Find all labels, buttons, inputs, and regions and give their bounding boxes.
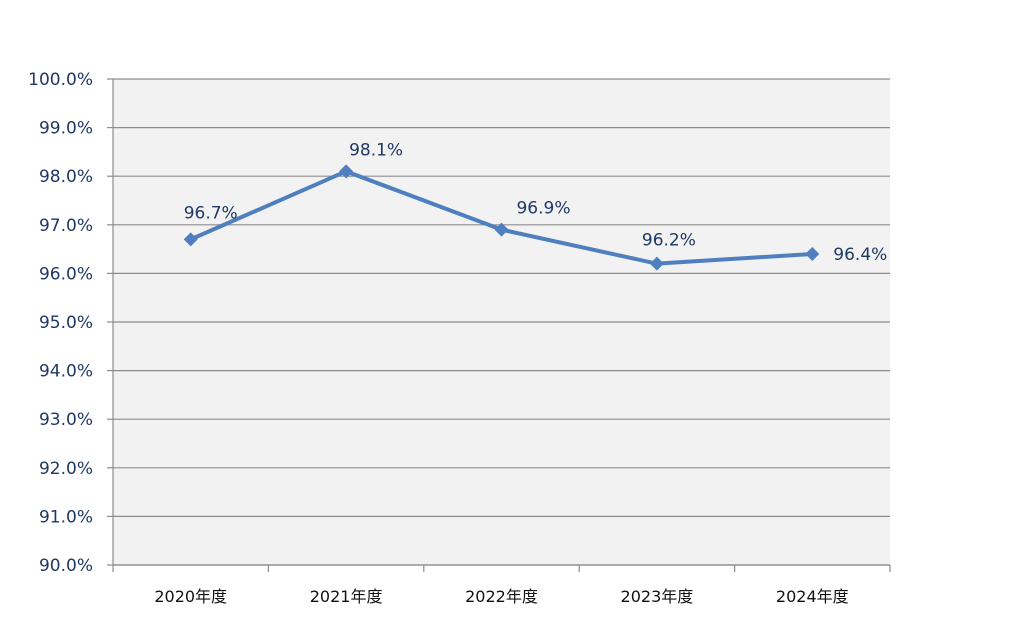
data-point-marker: [183, 232, 198, 247]
y-axis-tick-label: 93.0%: [39, 410, 93, 430]
y-axis-tick-label: 100.0%: [28, 70, 93, 90]
y-axis-tick-label: 96.0%: [39, 264, 93, 284]
x-axis-tick-label: 2024年度: [776, 587, 849, 606]
data-label: 96.4%: [833, 245, 887, 265]
gridlines: [113, 78, 890, 566]
y-axis-tick-label: 99.0%: [39, 119, 93, 139]
y-axis-tick-label: 98.0%: [39, 167, 93, 187]
y-axis-tick-label: 97.0%: [39, 216, 93, 236]
x-axis-tick-label: 2020年度: [154, 587, 227, 606]
axes: [107, 78, 891, 572]
data-point-marker: [805, 246, 820, 261]
y-axis-tick-label: 92.0%: [39, 459, 93, 479]
x-axis-tick-label: 2021年度: [310, 587, 383, 606]
y-axis-tick-label: 94.0%: [39, 362, 93, 382]
x-axis-tick-label: 2022年度: [465, 587, 538, 606]
data-point-marker: [649, 256, 664, 271]
data-point-marker: [339, 164, 354, 179]
y-axis-tick-labels: 90.0% 91.0% 92.0% 93.0% 94.0% 95.0% 96.0% 97.0%…: [28, 70, 93, 576]
y-axis-tick-label: 90.0%: [39, 556, 93, 576]
y-axis-tick-label: 91.0%: [39, 507, 93, 527]
data-label: 96.9%: [516, 199, 570, 219]
x-axis-tick-label: 2023年度: [621, 587, 694, 606]
data-label: 98.1%: [349, 140, 403, 160]
y-axis-tick-label: 95.0%: [39, 313, 93, 333]
x-axis-tick-labels: 2020年度 2021年度 2022年度 2023年度 2024年度: [154, 587, 848, 606]
data-labels: 96.7% 98.1% 96.9% 96.2% 96.4%: [184, 140, 888, 265]
data-label: 96.2%: [642, 231, 696, 251]
data-label: 96.7%: [184, 203, 238, 223]
data-point-marker: [494, 222, 509, 237]
series-markers: [183, 164, 820, 271]
